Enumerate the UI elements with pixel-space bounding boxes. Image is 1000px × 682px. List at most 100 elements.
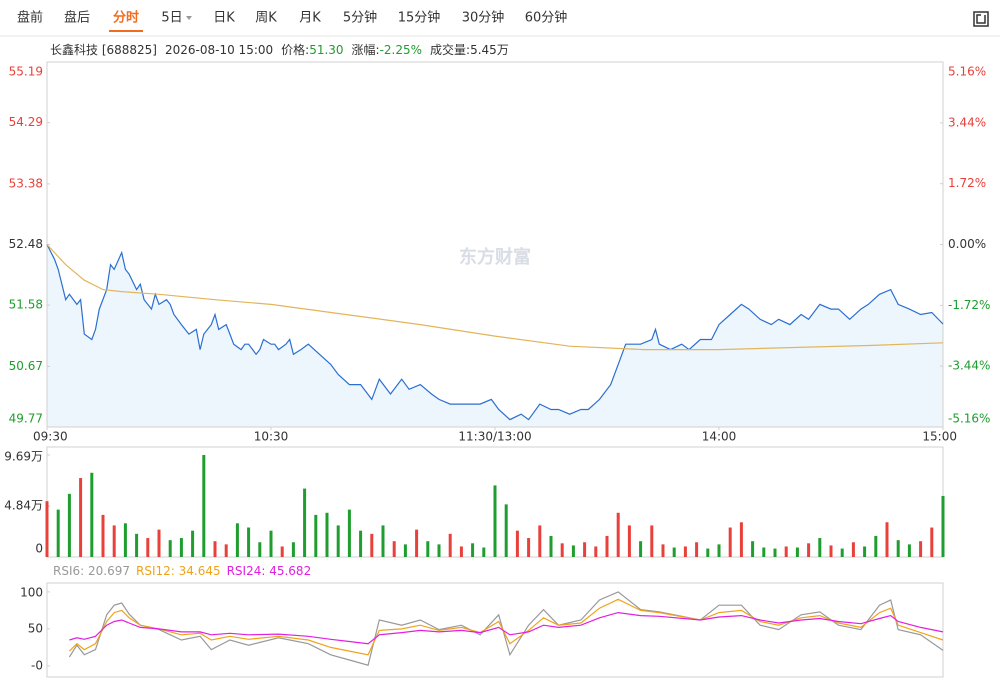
volume-bar [269, 530, 273, 557]
tab[interactable]: 30分钟 [462, 10, 505, 26]
tab[interactable]: 分时 [113, 10, 139, 26]
volume-bar [549, 535, 553, 557]
volume-bar [616, 512, 620, 557]
volume-bar [381, 525, 385, 557]
volume-bar [56, 509, 60, 557]
volume-bar [79, 478, 83, 557]
volume-bar [101, 514, 105, 557]
volume-bar [336, 525, 340, 557]
volume-bar [146, 538, 150, 557]
tab[interactable]: 60分钟 [525, 10, 568, 26]
y2-tick-label: -5.16% [948, 412, 990, 426]
volume-bar [359, 530, 363, 557]
volume-bar [639, 541, 643, 557]
y-tick-label: 9.69万 [4, 450, 43, 464]
volume-bar [527, 538, 531, 557]
y-tick-label: 49.77 [9, 412, 43, 426]
volume-bar [661, 544, 665, 557]
fullscreen-icon[interactable] [973, 11, 989, 27]
volume-bar [157, 529, 161, 557]
info-label: 价格: [281, 42, 309, 57]
y-tick-label: -0 [31, 658, 43, 672]
volume-bar [863, 546, 867, 557]
volume-bar [907, 544, 911, 557]
volume-bar [303, 488, 307, 557]
x-tick-label: 10:30 [254, 430, 289, 444]
volume-bar [67, 493, 71, 557]
volume-bar [291, 542, 295, 557]
series-line [46, 244, 944, 421]
volume-bar [403, 544, 407, 557]
volume-bar [571, 545, 575, 557]
legend-entry: RSI12: 34.645 [136, 564, 221, 578]
volume-bar [829, 545, 833, 557]
volume-bar [482, 547, 486, 557]
info-value: 51.30 [309, 43, 343, 57]
x-tick-label: 15:00 [922, 430, 957, 444]
tab[interactable]: 15分钟 [398, 10, 441, 26]
volume-bar [695, 542, 699, 557]
x-tick-label: 14:00 [702, 430, 737, 444]
y-tick-label: 50.67 [9, 359, 43, 373]
volume-bar [314, 514, 318, 557]
volume-bar [728, 527, 732, 557]
y-tick-label: 4.84万 [4, 499, 43, 513]
y-tick-label: 50 [28, 621, 43, 635]
volume-bar [795, 547, 799, 557]
y2-tick-label: -3.44% [948, 359, 990, 373]
volume-bar [762, 547, 766, 557]
volume-bar [538, 525, 542, 557]
y-tick-label: 55.19 [9, 65, 43, 79]
volume-bar [706, 548, 710, 557]
tab[interactable]: 5日 [161, 11, 182, 26]
y-tick-label: 51.58 [9, 298, 43, 312]
volume-bar [168, 540, 172, 557]
volume-bar [448, 533, 452, 557]
volume-bar [191, 530, 195, 557]
volume-bar [941, 495, 945, 557]
tab[interactable]: 5分钟 [343, 10, 377, 26]
volume-bar [459, 546, 463, 557]
volume-bar [605, 535, 609, 557]
volume-bar [773, 548, 777, 557]
volume-bar [560, 543, 564, 557]
x-tick-label: 09:30 [33, 430, 68, 444]
tab[interactable]: 日K [213, 11, 235, 26]
volume-bar [90, 472, 94, 557]
tab[interactable]: 月K [299, 11, 321, 26]
volume-bar [235, 523, 239, 557]
series-line [46, 244, 944, 351]
volume-bar [807, 543, 811, 557]
y2-tick-label: 0.00% [948, 237, 986, 251]
volume-bar [280, 546, 284, 557]
volume-bar [202, 455, 206, 557]
tab[interactable]: 盘后 [64, 10, 90, 26]
volume-bar [213, 541, 217, 557]
volume-bar [650, 525, 654, 557]
y2-tick-label: 5.16% [948, 65, 986, 79]
volume-bar [896, 540, 900, 557]
info-label: 涨幅: [352, 42, 380, 57]
volume-bar [135, 533, 139, 557]
volume-bar [919, 541, 923, 557]
price-area [47, 244, 943, 427]
volume-bar [471, 543, 475, 557]
y2-tick-label: 3.44% [948, 115, 986, 129]
volume-bar [45, 501, 49, 557]
volume-bar [751, 541, 755, 557]
volume-bar [784, 546, 788, 557]
series-line [69, 611, 944, 645]
volume-bar [818, 538, 822, 557]
tab[interactable]: 盘前 [17, 10, 43, 26]
y-tick-label: 0 [35, 542, 43, 556]
volume-bar [415, 529, 419, 557]
tab[interactable]: 周K [255, 11, 277, 26]
volume-bar [717, 544, 721, 557]
volume-bar [583, 542, 587, 557]
volume-bar [672, 547, 676, 557]
volume-bar [112, 525, 116, 557]
volume-bar [370, 533, 374, 557]
info-value: -2.25% [380, 43, 422, 57]
dropdown-arrow [186, 16, 192, 20]
